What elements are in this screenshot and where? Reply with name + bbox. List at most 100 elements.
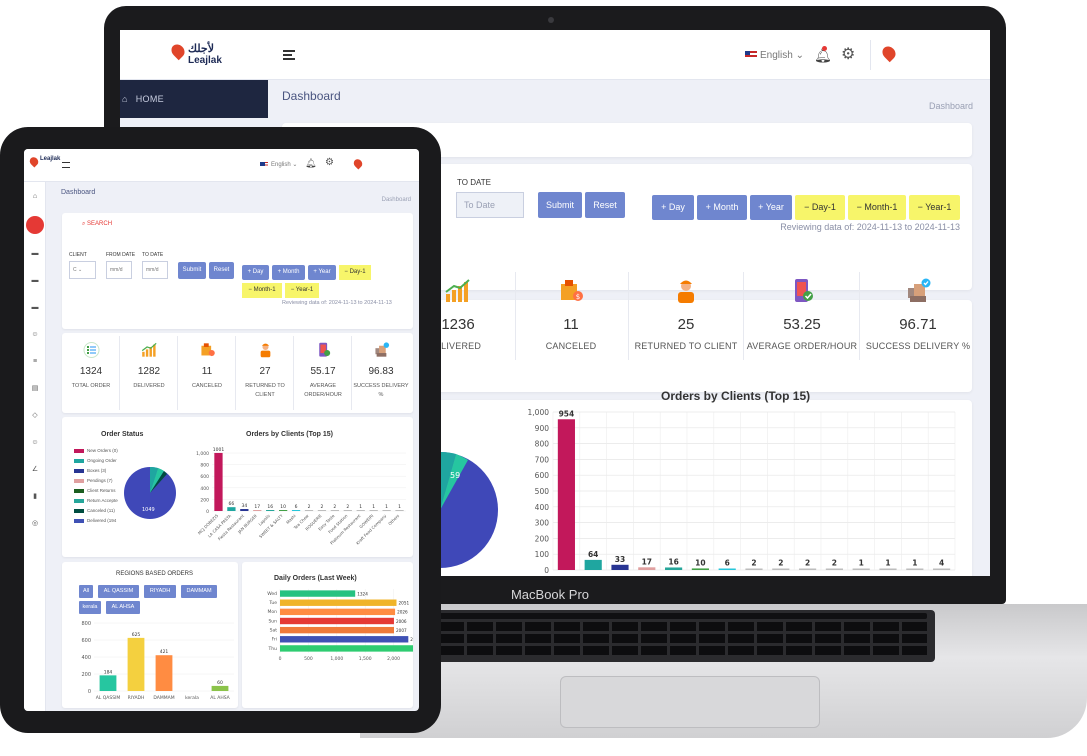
cancel-box-icon (201, 343, 215, 357)
legend-item[interactable]: Ongoing Order (74, 458, 134, 468)
breadcrumb[interactable]: Dashboard (381, 197, 411, 203)
region-filter-al-ahsa[interactable]: AL AHSA (106, 601, 140, 614)
key-row (438, 622, 927, 631)
reset-button[interactable]: Reset (585, 192, 625, 218)
tablet-screen: Leajlak English ⌄ 🔔︎ ⚙ ⌂ ▬ ▬ ▬ ☺ ≡ ▤ ◇ ☺… (24, 149, 419, 711)
plus-day-button[interactable]: + Day (242, 265, 269, 280)
tag-icon[interactable]: ◇ (32, 412, 38, 419)
avatar[interactable] (879, 43, 899, 63)
language-selector[interactable]: English ⌄ (745, 50, 804, 61)
stat-delivered: 1282 DELIVERED (120, 336, 178, 410)
minus-year-button[interactable]: − Year-1 (909, 195, 960, 220)
bar (317, 510, 327, 511)
home-icon: ⌂ (122, 94, 128, 104)
regions-title: REGIONS BASED ORDERS (116, 571, 194, 577)
minus-month-button[interactable]: − Month-1 (242, 283, 282, 298)
bar-value-label: 2 (805, 559, 810, 568)
language-selector[interactable]: English ⌄ (260, 161, 297, 168)
legend-item[interactable]: Return Accepte (74, 498, 134, 508)
x-tick-label: DAMMAM (153, 695, 174, 701)
plus-month-button[interactable]: + Month (697, 195, 747, 220)
minus-year-button[interactable]: − Year-1 (285, 283, 319, 298)
legend-item[interactable]: Canceled (11) (74, 508, 134, 518)
phone-order-icon (795, 279, 813, 302)
y-tick-label: 800 (535, 440, 550, 449)
settings-icon[interactable]: ◎ (31, 520, 39, 527)
bar-value-label: 1324 (357, 591, 368, 596)
bar (291, 510, 301, 511)
bar (155, 655, 173, 691)
to-date-input[interactable]: mm/d (142, 261, 168, 279)
sidebar-item-home[interactable]: ⌂ HOME (120, 94, 164, 104)
truck-icon[interactable]: ▬ (31, 250, 39, 257)
home-icon[interactable]: ⌂ (32, 193, 38, 200)
menu-toggle-icon[interactable] (283, 50, 295, 60)
bar-value-label: 1001 (213, 447, 225, 453)
users-icon[interactable]: ☺ (31, 331, 39, 338)
bar (280, 626, 394, 634)
minus-day-button[interactable]: − Day-1 (339, 265, 371, 280)
stat-returned: 25 RETURNED TO CLIENT (628, 272, 744, 360)
from-date-input[interactable]: mm/d (106, 261, 132, 279)
logo-pin-icon (168, 41, 188, 61)
legend-item[interactable]: Client Returns (74, 488, 134, 498)
bar-value-label: 625 (132, 632, 141, 638)
key-row (438, 634, 927, 643)
region-filter-dammam[interactable]: DAMMAM (181, 585, 217, 598)
chart-icon[interactable]: ∠ (31, 466, 39, 473)
bar-value-label: 954 (559, 409, 575, 418)
book-icon[interactable]: ▮ (33, 493, 37, 500)
region-filter-all[interactable]: All (79, 585, 93, 598)
avatar[interactable] (351, 157, 365, 170)
region-filter-al-qassim[interactable]: AL QASSIM (98, 585, 139, 598)
bell-icon[interactable]: 🔔︎ (305, 158, 317, 168)
gear-icon[interactable]: ⚙ (325, 157, 334, 168)
sidebar-item-active[interactable] (26, 216, 44, 234)
logo[interactable]: لأجلك Leajlak (188, 42, 222, 66)
minus-day-button[interactable]: − Day-1 (795, 195, 845, 220)
bar (240, 509, 249, 511)
touch-bar (438, 613, 927, 619)
x-tick-label: AL AHSA (210, 695, 230, 701)
legend-label: Ongoing Order (87, 458, 117, 463)
plus-year-button[interactable]: + Year (750, 195, 792, 220)
y-tick-label: 1,000 (528, 408, 550, 417)
menu-toggle-icon[interactable] (62, 162, 70, 168)
bell-icon[interactable]: 🔔︎ (814, 47, 832, 63)
y-tick-label: Fri (272, 637, 277, 643)
legend-item[interactable]: Boxes (3) (74, 468, 134, 478)
submit-button[interactable]: Submit (538, 192, 582, 218)
truck-icon[interactable]: ▬ (31, 304, 39, 311)
bar-value-label: 34 (241, 503, 247, 509)
list-icon[interactable]: ≡ (32, 358, 38, 365)
reset-button[interactable]: Reset (209, 262, 234, 279)
document-icon[interactable]: ▤ (31, 385, 39, 392)
bar (280, 636, 409, 643)
bar (99, 675, 117, 691)
bar-value-label: 17 (642, 557, 652, 566)
legend-item[interactable]: New Orders (0) (74, 448, 134, 458)
stat-label: RETURNED TO CLIENT (634, 341, 738, 351)
plus-year-button[interactable]: + Year (308, 265, 336, 280)
bar-value-label: 2 (308, 504, 311, 510)
region-filter-kerala[interactable]: kerala (79, 601, 101, 614)
laptop-model-label: MacBook Pro (510, 587, 590, 602)
gear-icon[interactable]: ⚙ (841, 46, 856, 63)
pie-label: 59 (450, 471, 460, 480)
plus-month-button[interactable]: + Month (272, 265, 305, 280)
user-icon[interactable]: ☺ (31, 439, 39, 446)
legend-item[interactable]: Pendings (7) (74, 478, 134, 488)
plus-day-button[interactable]: + Day (652, 195, 694, 220)
breadcrumb[interactable]: Dashboard (928, 101, 973, 111)
minus-month-button[interactable]: − Month-1 (848, 195, 906, 220)
logo-text[interactable]: Leajlak (40, 156, 61, 162)
client-select[interactable]: C ⌄ (69, 261, 96, 279)
stat-returned: 27 RETURNED TO CLIENT (236, 336, 294, 410)
submit-button[interactable]: Submit (178, 262, 206, 279)
region-filter-riyadh[interactable]: RIYADH (144, 585, 176, 598)
truck-icon[interactable]: ▬ (31, 277, 39, 284)
y-tick-label: 200 (81, 672, 91, 678)
legend-item[interactable]: Delivered (194 (74, 518, 134, 528)
to-date-input[interactable]: To Date (456, 192, 524, 218)
y-tick-label: 200 (535, 534, 550, 543)
